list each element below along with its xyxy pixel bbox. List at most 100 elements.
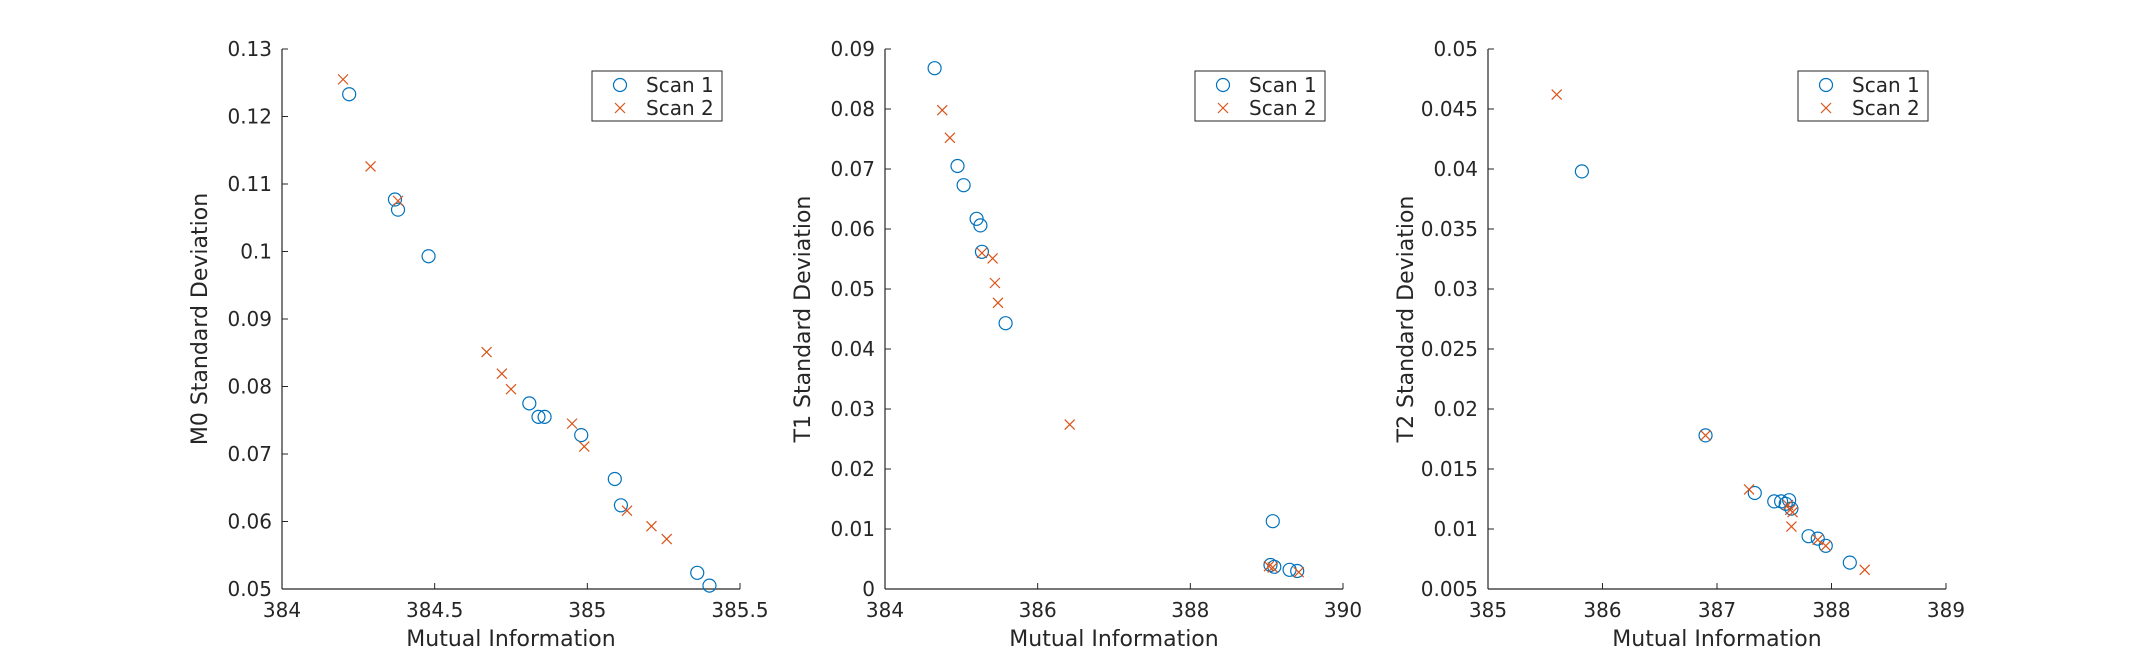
data-point-scan-1 — [421, 249, 436, 264]
legend-entry-label: Scan 2 — [646, 96, 714, 120]
x-tick-label: 386 — [1019, 598, 1057, 622]
y-tick-label: 0.02 — [830, 457, 875, 481]
y-tick-label: 0.045 — [1421, 97, 1478, 121]
legend-entry-label: Scan 1 — [1249, 73, 1317, 97]
y-tick-label: 0.01 — [1433, 517, 1478, 541]
data-point-scan-2 — [496, 368, 508, 380]
data-point-scan-1 — [613, 498, 629, 513]
y-tick-label: 0.04 — [830, 337, 875, 361]
x-tick-label: 388 — [1171, 598, 1209, 622]
x-tick-label: 384 — [866, 598, 904, 622]
data-point-scan-1 — [702, 578, 717, 593]
y-tick-label: 0.03 — [830, 397, 875, 421]
y-tick-label: 0.005 — [1421, 577, 1478, 601]
x-tick-label: 384 — [263, 598, 301, 622]
y-axis-label: T1 Standard Deviation — [791, 196, 816, 444]
y-tick-label: 0.07 — [830, 157, 875, 181]
legend-entry-label: Scan 2 — [1249, 96, 1317, 120]
x-axis-label: Mutual Information — [1009, 627, 1218, 652]
y-tick-label: 0.035 — [1421, 217, 1478, 241]
data-point-scan-1 — [690, 565, 705, 580]
legend-marker-circle — [1215, 77, 1231, 93]
data-point-scan-2 — [621, 505, 633, 517]
data-point-scan-1 — [956, 178, 971, 193]
data-point-scan-1 — [1810, 531, 1825, 546]
data-point-scan-2 — [1812, 534, 1824, 546]
data-point-scan-2 — [392, 195, 404, 207]
x-tick-label: 390 — [1324, 598, 1362, 622]
data-point-scan-1 — [998, 316, 1013, 331]
legend-entry-label: Scan 1 — [1852, 73, 1920, 97]
data-point-scan-1 — [1265, 514, 1280, 529]
x-tick-label: 388 — [1812, 598, 1850, 622]
data-point-scan-2 — [481, 346, 492, 358]
y-axis-label: M0 Standard Deviation — [188, 193, 213, 445]
y-tick-label: 0.1 — [240, 240, 272, 264]
data-point-scan-1 — [1290, 563, 1305, 579]
y-tick-label: 0.015 — [1421, 457, 1478, 481]
data-point-scan-1 — [969, 211, 984, 226]
legend-box — [1194, 70, 1326, 122]
x-tick-label: 385 — [568, 598, 606, 622]
data-point-scan-2 — [1743, 483, 1755, 495]
y-tick-label: 0.12 — [227, 105, 272, 129]
data-point-scan-1 — [973, 218, 988, 233]
x-tick-label: 387 — [1698, 598, 1736, 622]
data-point-scan-2 — [936, 104, 948, 116]
data-point-scan-1 — [574, 428, 589, 443]
data-point-scan-2 — [992, 297, 1004, 309]
y-tick-label: 0.06 — [830, 217, 875, 241]
y-tick-label: 0.07 — [227, 442, 272, 466]
legend-entry-label: Scan 1 — [646, 73, 714, 97]
y-tick-label: 0.13 — [227, 37, 272, 61]
chart-panel-2: 384 386 388 390 0 0.01 0.02 0.03 0.04 0.05 0.06 0.0… — [791, 37, 1362, 652]
y-tick-label: 0.05 — [1433, 37, 1478, 61]
x-tick-label: 389 — [1927, 598, 1965, 622]
y-tick-label: 0.06 — [227, 510, 272, 534]
data-point-scan-1 — [390, 202, 406, 217]
data-point-scan-2 — [944, 132, 956, 144]
data-point-scan-1 — [607, 471, 622, 487]
y-tick-label: 0.11 — [227, 172, 272, 196]
data-point-scan-2 — [661, 533, 673, 545]
x-tick-label: 385 — [1469, 598, 1507, 622]
y-tick-label: 0.05 — [227, 577, 272, 601]
x-tick-label: 384.5 — [406, 598, 463, 622]
data-point-scan-2 — [1267, 561, 1279, 573]
chart-panel-3: 385 386 387 388 389 0.005 0.01 0.015 0.02 0.025 0.… — [1394, 37, 1965, 652]
data-point-scan-1 — [342, 87, 357, 102]
y-tick-label: 0.02 — [1433, 397, 1478, 421]
legend-marker-x — [1217, 102, 1229, 114]
data-point-scan-2 — [989, 277, 1001, 289]
data-point-scan-1 — [1782, 493, 1797, 508]
data-point-scan-1 — [387, 192, 403, 207]
data-point-scan-2 — [337, 73, 349, 85]
data-point-scan-2 — [987, 252, 999, 264]
legend-marker-x — [1820, 102, 1832, 114]
data-point-scan-1 — [950, 158, 965, 174]
chart-panel-1: 384 384.5 385 385.5 0.05 0.06 0.07 0.08 0.09 0.1 0… — [188, 37, 769, 652]
legend-entry-label: Scan 2 — [1852, 96, 1920, 120]
data-point-scan-1 — [1574, 164, 1589, 179]
data-point-scan-1 — [1818, 538, 1833, 553]
data-point-scan-1 — [1698, 428, 1713, 443]
data-point-scan-1 — [537, 409, 552, 424]
data-point-scan-1 — [522, 396, 537, 411]
data-point-scan-2 — [1786, 521, 1797, 533]
data-point-scan-1 — [1801, 529, 1816, 544]
y-tick-label: 0.08 — [227, 375, 272, 399]
x-axis-label: Mutual Information — [406, 627, 615, 652]
data-point-scan-2 — [1263, 560, 1275, 572]
y-tick-label: 0.025 — [1421, 337, 1478, 361]
y-tick-label: 0.04 — [1433, 157, 1478, 181]
data-point-scan-2 — [505, 383, 517, 395]
x-tick-label: 386 — [1583, 598, 1621, 622]
data-point-scan-2 — [1700, 429, 1711, 441]
x-axis-label: Mutual Information — [1612, 627, 1821, 652]
data-point-scan-2 — [646, 520, 657, 532]
data-point-scan-1 — [1778, 496, 1793, 511]
x-tick-label: 385.5 — [711, 598, 768, 622]
